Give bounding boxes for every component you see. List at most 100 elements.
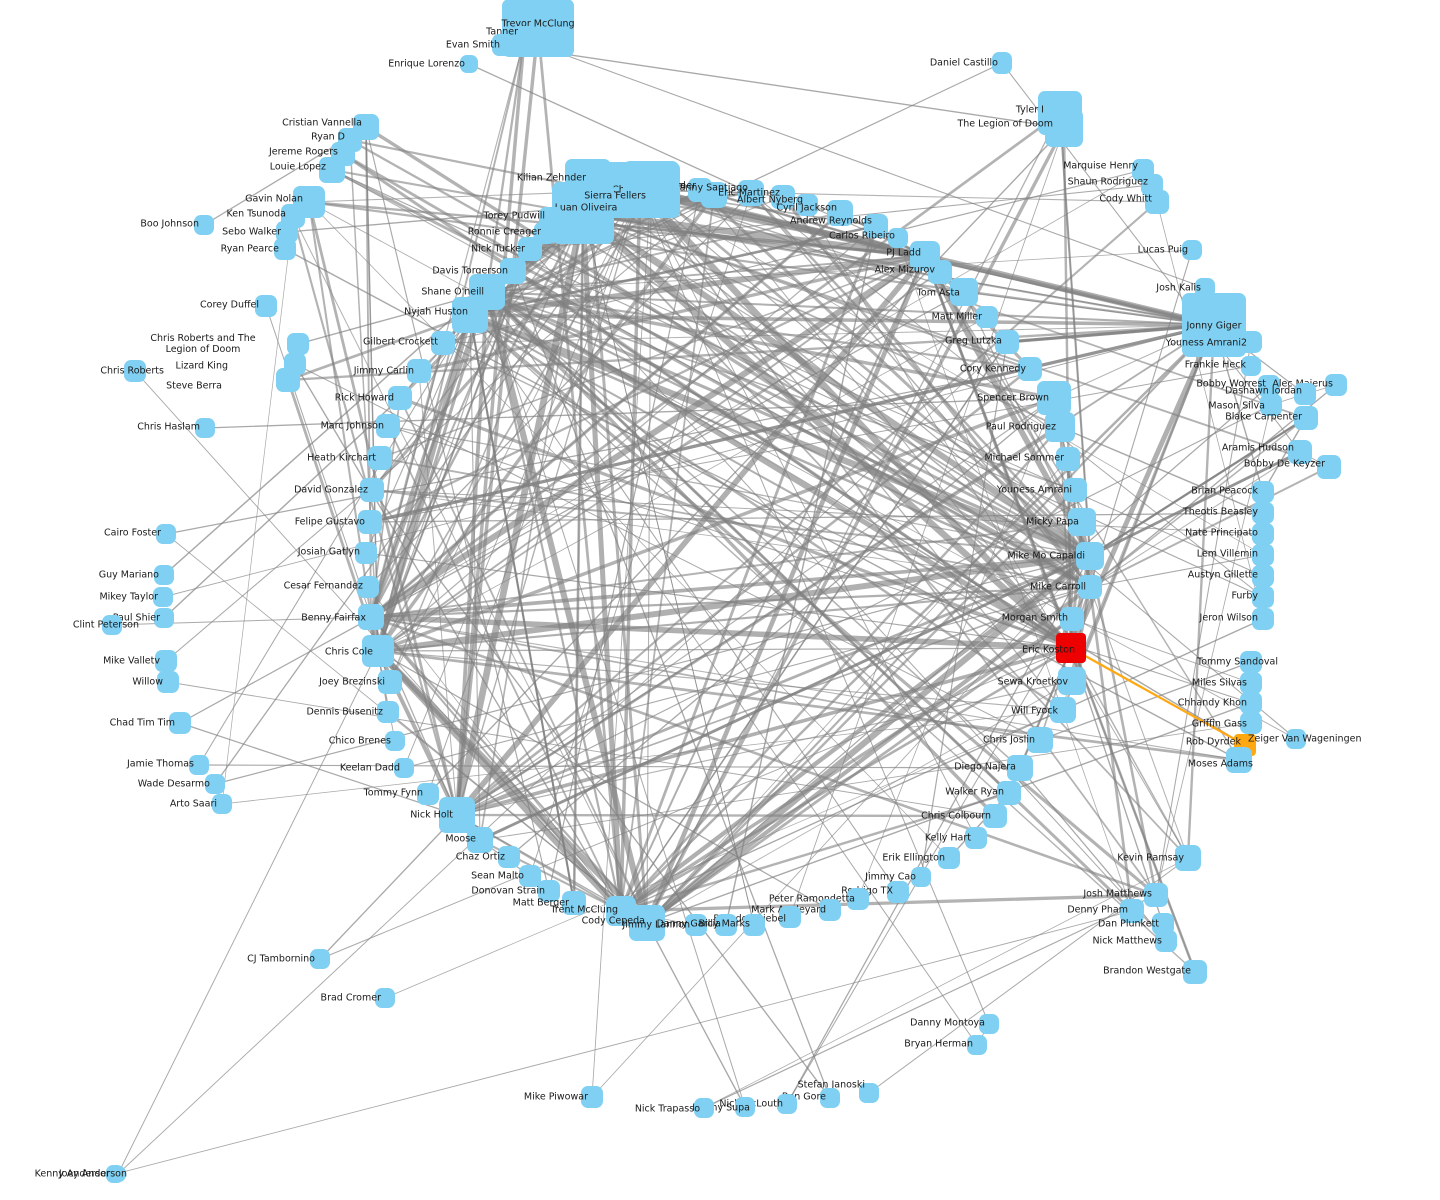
graph-node[interactable] xyxy=(887,881,909,903)
graph-node[interactable] xyxy=(1050,697,1076,723)
graph-node[interactable] xyxy=(538,880,560,902)
graph-node[interactable] xyxy=(1286,729,1306,749)
graph-node[interactable] xyxy=(310,949,330,969)
graph-node[interactable] xyxy=(779,906,801,928)
graph-node[interactable] xyxy=(1252,608,1274,630)
graph-node[interactable] xyxy=(1183,960,1207,984)
graph-node[interactable] xyxy=(1182,293,1246,357)
graph-node[interactable] xyxy=(928,260,952,284)
graph-node[interactable] xyxy=(743,914,765,936)
graph-node[interactable] xyxy=(1252,481,1274,503)
graph-node[interactable] xyxy=(205,774,225,794)
graph-node[interactable] xyxy=(950,278,978,306)
graph-node[interactable] xyxy=(189,755,209,775)
graph-node[interactable] xyxy=(276,221,298,243)
graph-node[interactable] xyxy=(467,827,493,853)
graph-node[interactable] xyxy=(287,333,309,355)
graph-node[interactable] xyxy=(1325,374,1347,396)
graph-node[interactable] xyxy=(1018,357,1042,381)
graph-node[interactable] xyxy=(1240,331,1262,353)
graph-node[interactable] xyxy=(796,194,818,216)
graph-node[interactable] xyxy=(938,847,960,869)
graph-node[interactable] xyxy=(375,988,395,1008)
graph-node[interactable] xyxy=(355,542,377,564)
graph-node[interactable] xyxy=(157,671,179,693)
graph-node[interactable] xyxy=(629,905,665,941)
graph-node[interactable] xyxy=(685,914,707,936)
graph-node[interactable] xyxy=(124,360,146,382)
graph-node[interactable] xyxy=(376,414,400,438)
graph-node[interactable] xyxy=(1152,913,1174,935)
graph-node[interactable] xyxy=(1007,755,1033,781)
graph-node[interactable] xyxy=(738,180,764,206)
graph-node[interactable] xyxy=(820,1088,840,1108)
graph-node[interactable] xyxy=(1252,544,1274,566)
graph-node[interactable] xyxy=(694,1098,714,1118)
graph-node[interactable] xyxy=(102,615,122,635)
graph-node[interactable] xyxy=(1252,565,1274,587)
graph-node[interactable] xyxy=(819,899,841,921)
graph-node[interactable] xyxy=(360,478,384,502)
graph-node[interactable] xyxy=(1175,845,1201,871)
graph-node[interactable] xyxy=(358,510,382,534)
graph-node[interactable] xyxy=(110,1166,126,1182)
graph-node[interactable] xyxy=(1058,667,1086,695)
graph-node[interactable] xyxy=(452,297,488,333)
graph-node[interactable] xyxy=(967,1035,987,1055)
graph-node[interactable] xyxy=(1145,190,1169,214)
graph-node[interactable] xyxy=(385,731,405,751)
graph-node[interactable] xyxy=(888,228,908,248)
graph-node[interactable] xyxy=(735,1097,755,1117)
graph-node[interactable] xyxy=(319,157,345,183)
graph-node[interactable] xyxy=(417,783,439,805)
graph-node[interactable] xyxy=(212,794,232,814)
graph-node[interactable] xyxy=(965,827,987,849)
graph-node[interactable] xyxy=(1288,440,1312,464)
graph-node[interactable] xyxy=(1060,607,1084,631)
graph-node[interactable] xyxy=(274,238,296,260)
graph-node[interactable] xyxy=(519,865,541,887)
graph-node[interactable] xyxy=(1226,747,1252,773)
graph-node[interactable] xyxy=(394,758,414,778)
graph-node[interactable] xyxy=(169,712,191,734)
graph-node[interactable] xyxy=(1037,381,1071,415)
graph-node[interactable] xyxy=(194,215,214,235)
graph-node[interactable] xyxy=(518,237,542,261)
graph-node[interactable] xyxy=(1045,109,1083,147)
graph-node[interactable] xyxy=(1240,712,1262,734)
graph-node[interactable] xyxy=(362,635,394,667)
graph-node[interactable] xyxy=(1027,727,1053,753)
graph-node[interactable] xyxy=(357,576,379,598)
graph-node[interactable] xyxy=(995,330,1019,354)
graph-node[interactable] xyxy=(510,26,538,54)
graph-node[interactable] xyxy=(911,867,931,887)
graph-node[interactable] xyxy=(195,418,215,438)
graph-node[interactable] xyxy=(976,306,998,328)
graph-node[interactable] xyxy=(460,55,478,73)
graph-node[interactable] xyxy=(1317,455,1341,479)
graph-node[interactable] xyxy=(1078,575,1102,599)
graph-node[interactable] xyxy=(859,1083,879,1103)
graph-node[interactable] xyxy=(1258,375,1280,397)
graph-node[interactable] xyxy=(1252,502,1274,524)
graph-node[interactable] xyxy=(368,446,392,470)
graph-node[interactable] xyxy=(492,34,514,56)
graph-node[interactable] xyxy=(715,914,737,936)
graph-node[interactable] xyxy=(1056,447,1080,471)
graph-node[interactable] xyxy=(153,587,173,607)
graph-node[interactable] xyxy=(581,1086,603,1108)
graph-node[interactable] xyxy=(771,185,795,209)
graph-node[interactable] xyxy=(431,331,455,355)
graph-node[interactable] xyxy=(1045,412,1075,442)
graph-node[interactable] xyxy=(358,604,384,630)
graph-node[interactable] xyxy=(1056,633,1086,663)
graph-node[interactable] xyxy=(1155,930,1177,952)
graph-node[interactable] xyxy=(1076,542,1104,570)
graph-node[interactable] xyxy=(688,178,712,202)
graph-node[interactable] xyxy=(156,524,176,544)
graph-node[interactable] xyxy=(1068,508,1096,536)
graph-node[interactable] xyxy=(276,368,300,392)
graph-node[interactable] xyxy=(1120,899,1144,923)
graph-node[interactable] xyxy=(1240,651,1262,673)
